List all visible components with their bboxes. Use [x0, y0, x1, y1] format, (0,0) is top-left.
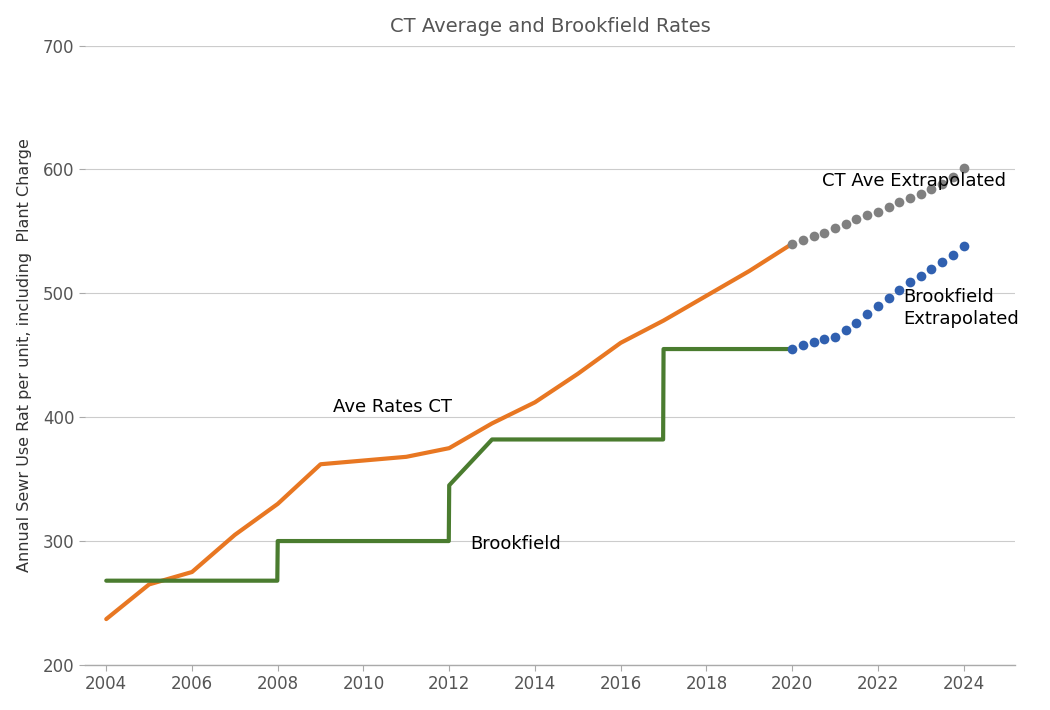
- Title: CT Average and Brookfield Rates: CT Average and Brookfield Rates: [390, 16, 711, 36]
- Y-axis label: Annual Sewr Use Rat per unit, including  Plant Charge: Annual Sewr Use Rat per unit, including …: [17, 138, 32, 572]
- Text: CT Ave Extrapolated: CT Ave Extrapolated: [822, 172, 1006, 190]
- Text: Brookfield: Brookfield: [470, 535, 562, 552]
- Text: Brookfield
Extrapolated: Brookfield Extrapolated: [904, 288, 1020, 328]
- Text: Ave Rates CT: Ave Rates CT: [334, 398, 453, 416]
